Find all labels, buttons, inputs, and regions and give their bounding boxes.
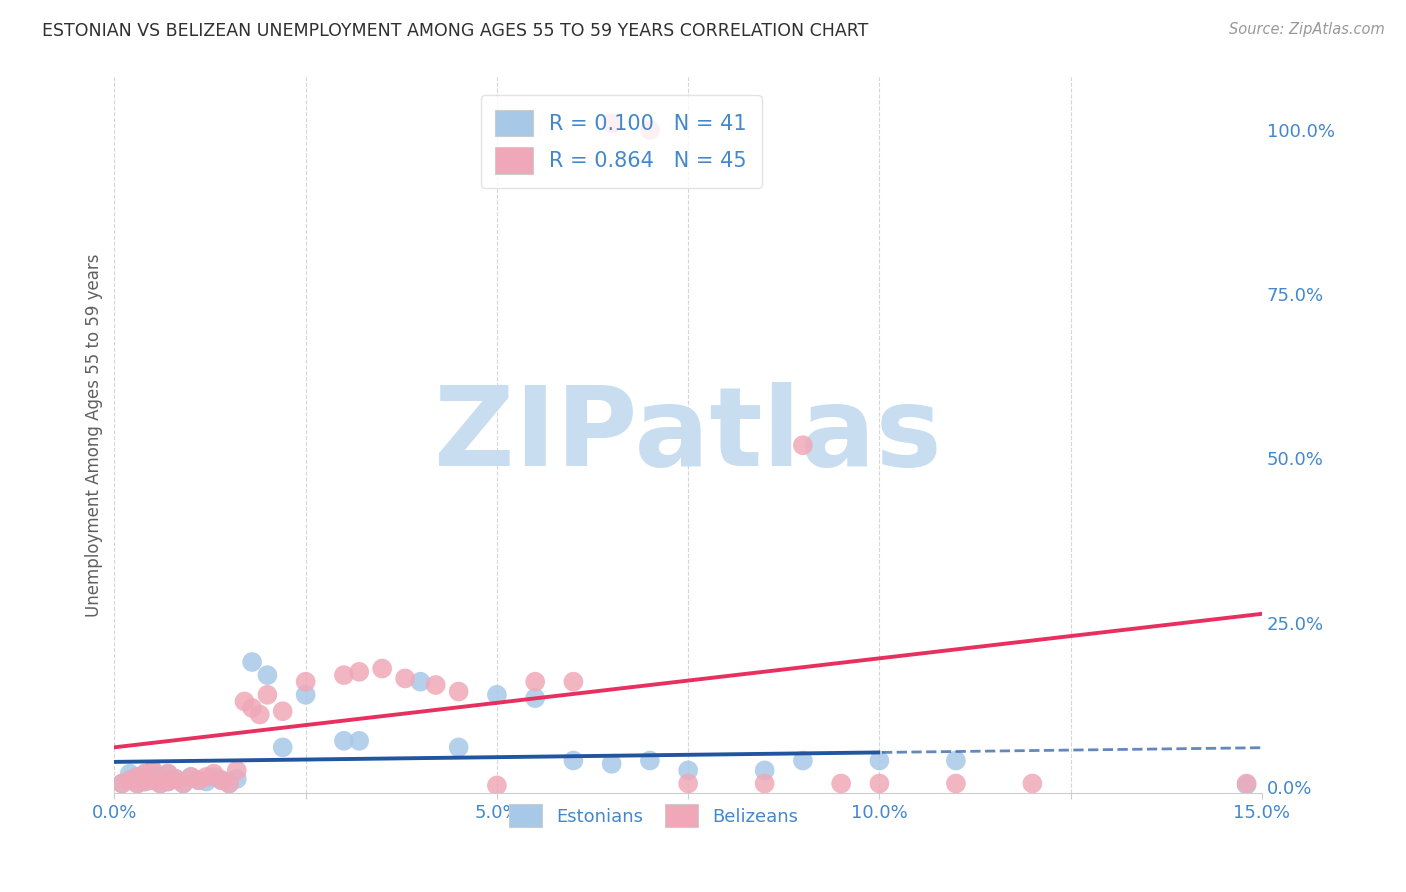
Point <box>195 774 218 789</box>
Point <box>202 766 225 780</box>
Point <box>218 776 240 790</box>
Point <box>134 766 156 780</box>
Point <box>256 688 278 702</box>
Point <box>294 674 316 689</box>
Text: ESTONIAN VS BELIZEAN UNEMPLOYMENT AMONG AGES 55 TO 59 YEARS CORRELATION CHART: ESTONIAN VS BELIZEAN UNEMPLOYMENT AMONG … <box>42 22 869 40</box>
Point <box>562 674 585 689</box>
Point <box>638 754 661 768</box>
Point <box>142 764 165 778</box>
Point <box>347 665 370 679</box>
Point <box>225 772 247 786</box>
Point <box>792 754 814 768</box>
Point <box>371 662 394 676</box>
Point <box>240 655 263 669</box>
Point <box>165 772 187 786</box>
Point <box>868 776 890 790</box>
Point <box>1021 776 1043 790</box>
Point <box>111 776 134 790</box>
Point <box>149 776 172 790</box>
Point <box>149 776 172 790</box>
Point <box>524 674 547 689</box>
Point <box>127 770 149 784</box>
Point <box>333 733 356 747</box>
Text: ZIPatlas: ZIPatlas <box>434 382 942 489</box>
Point <box>195 770 218 784</box>
Point <box>562 754 585 768</box>
Point <box>172 776 194 790</box>
Point <box>142 773 165 788</box>
Point <box>425 678 447 692</box>
Point <box>409 674 432 689</box>
Point <box>638 123 661 137</box>
Point <box>754 776 776 790</box>
Point <box>202 770 225 784</box>
Point <box>149 770 172 784</box>
Point <box>172 776 194 790</box>
Point <box>868 754 890 768</box>
Point <box>142 764 165 778</box>
Point <box>256 668 278 682</box>
Point <box>156 774 179 789</box>
Point <box>294 688 316 702</box>
Point <box>271 740 294 755</box>
Point <box>830 776 852 790</box>
Point <box>233 694 256 708</box>
Point <box>754 764 776 778</box>
Point <box>127 776 149 790</box>
Point <box>600 756 623 771</box>
Point <box>447 740 470 755</box>
Point <box>156 766 179 780</box>
Point <box>211 773 233 788</box>
Point <box>225 764 247 778</box>
Point <box>394 672 416 686</box>
Point <box>485 779 508 793</box>
Legend: Estonians, Belizeans: Estonians, Belizeans <box>502 797 806 834</box>
Point <box>945 776 967 790</box>
Point <box>134 766 156 780</box>
Point <box>134 774 156 789</box>
Point <box>676 776 699 790</box>
Point <box>249 707 271 722</box>
Point <box>127 770 149 784</box>
Point <box>447 684 470 698</box>
Point <box>118 766 141 780</box>
Point <box>118 773 141 788</box>
Point <box>156 766 179 780</box>
Point <box>156 774 179 789</box>
Point <box>142 773 165 788</box>
Point <box>111 776 134 790</box>
Point <box>165 772 187 786</box>
Point <box>333 668 356 682</box>
Point <box>118 773 141 788</box>
Point <box>187 773 209 788</box>
Point <box>524 691 547 706</box>
Point <box>485 688 508 702</box>
Point <box>1236 778 1258 792</box>
Point <box>180 770 202 784</box>
Point <box>600 116 623 130</box>
Point <box>1236 776 1258 790</box>
Point <box>271 704 294 718</box>
Point <box>792 438 814 452</box>
Point <box>676 764 699 778</box>
Point <box>218 776 240 790</box>
Point <box>347 733 370 747</box>
Point <box>240 701 263 715</box>
Text: Source: ZipAtlas.com: Source: ZipAtlas.com <box>1229 22 1385 37</box>
Point <box>127 776 149 790</box>
Point <box>945 754 967 768</box>
Point <box>187 773 209 788</box>
Point <box>211 773 233 788</box>
Point <box>134 774 156 789</box>
Y-axis label: Unemployment Among Ages 55 to 59 years: Unemployment Among Ages 55 to 59 years <box>86 253 103 617</box>
Point <box>180 770 202 784</box>
